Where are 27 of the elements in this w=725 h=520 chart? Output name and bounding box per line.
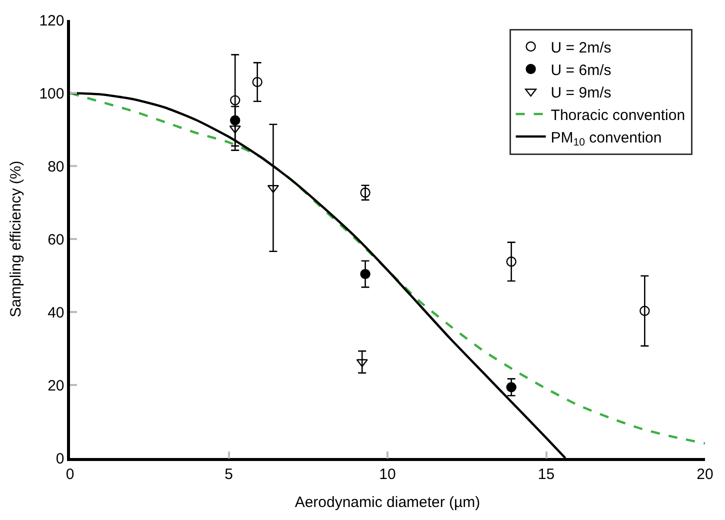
y-tick-label: 0 xyxy=(56,450,64,468)
point xyxy=(360,188,370,198)
legend-label: PM$_{10}$ convention xyxy=(550,129,662,149)
point xyxy=(640,306,650,316)
y-axis-title: Sampling efficiency (%) xyxy=(7,160,24,318)
legend-label: Thoracic convention xyxy=(550,106,686,124)
x-tick-label: 20 xyxy=(696,466,714,483)
y-tick-label: 80 xyxy=(48,158,64,176)
legend-label: U = 6m/s xyxy=(550,62,612,79)
x-axis-title: Aerodynamic diameter (µm) xyxy=(294,494,480,511)
x-tick-label: 10 xyxy=(379,466,396,483)
point xyxy=(252,76,262,88)
y-tick-label: 60 xyxy=(48,231,64,248)
point xyxy=(506,382,516,392)
point xyxy=(229,126,241,134)
point xyxy=(230,95,240,106)
y-tick-label: 20 xyxy=(48,377,64,394)
x-tick-label: 5 xyxy=(224,466,233,483)
point xyxy=(506,256,516,267)
y-tick-label: 100 xyxy=(39,85,64,102)
y-tick-label: 40 xyxy=(48,304,64,322)
y-tick-label: 120 xyxy=(39,12,64,30)
point xyxy=(360,268,370,280)
point xyxy=(356,359,368,368)
legend-label: U = 9m/s xyxy=(550,84,612,102)
legend-label: U = 2m/s xyxy=(550,39,612,56)
x-tick-label: 15 xyxy=(538,466,555,483)
